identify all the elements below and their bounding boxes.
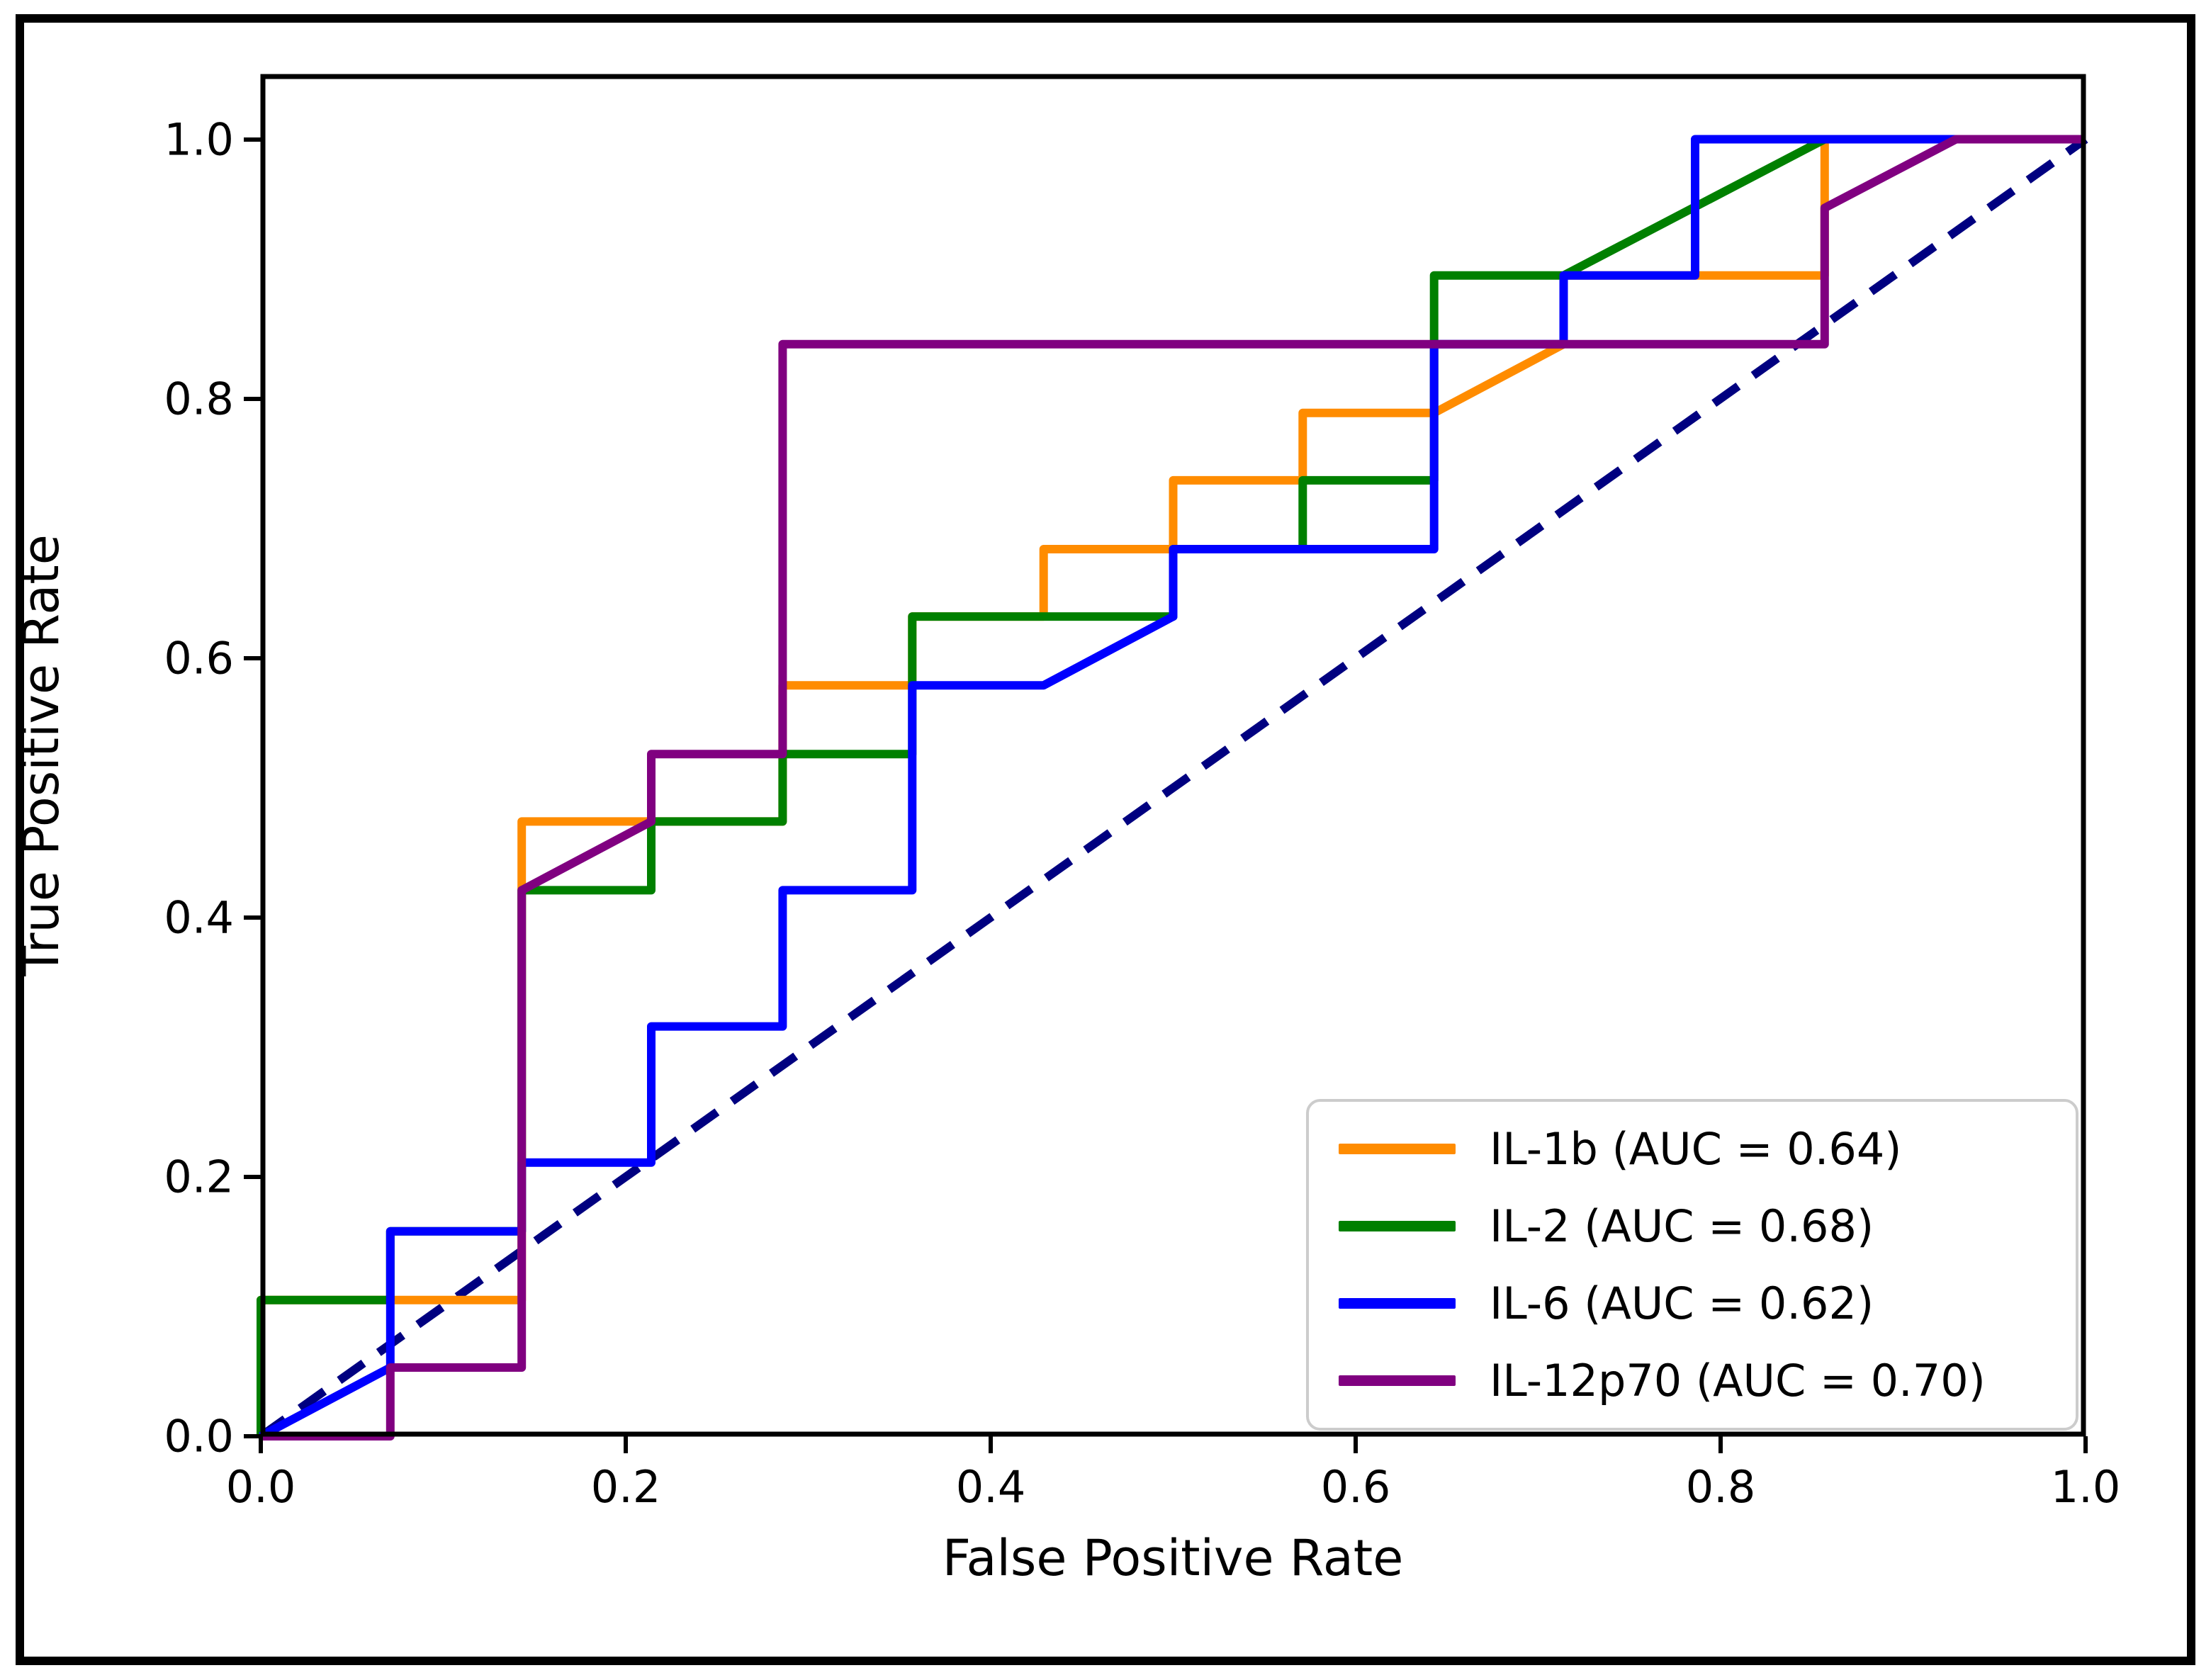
legend-line-swatch <box>1339 1221 1456 1232</box>
x-axis-label: False Positive Rate <box>942 1529 1404 1587</box>
legend-label: IL-12p70 (AUC = 0.70) <box>1490 1354 1986 1406</box>
legend-item: IL-2 (AUC = 0.68) <box>1339 1190 2054 1263</box>
y-tick-label: 1.0 <box>164 113 234 166</box>
y-tick-label: 0.4 <box>164 891 234 944</box>
y-tick-label: 0.0 <box>164 1410 234 1462</box>
legend-line-swatch <box>1339 1144 1456 1155</box>
legend-line-swatch <box>1339 1375 1456 1386</box>
x-tick-label: 0.2 <box>590 1461 661 1513</box>
x-tick-mark <box>624 1436 628 1453</box>
y-axis-label: True Positive Rate <box>12 534 70 976</box>
legend: IL-1b (AUC = 0.64) IL-2 (AUC = 0.68) IL-6 … <box>1306 1099 2078 1431</box>
y-tick-mark <box>244 137 261 142</box>
y-tick-mark <box>244 396 261 401</box>
roc-plot-svg <box>257 74 2088 1441</box>
y-tick-mark <box>244 1434 261 1438</box>
legend-label: IL-2 (AUC = 0.68) <box>1490 1200 1874 1253</box>
y-tick-label: 0.2 <box>164 1151 234 1203</box>
legend-label: IL-1b (AUC = 0.64) <box>1490 1123 1902 1176</box>
roc-curve-il-12p70 <box>261 135 2086 1441</box>
x-tick-label: 0.6 <box>1320 1461 1391 1513</box>
y-tick-mark <box>244 655 261 660</box>
x-tick-mark <box>2083 1436 2088 1453</box>
x-tick-label: 0.0 <box>225 1461 296 1513</box>
legend-item: IL-1b (AUC = 0.64) <box>1339 1112 2054 1186</box>
x-tick-mark <box>259 1436 263 1453</box>
chance-diagonal-line <box>258 135 2088 1440</box>
legend-line-swatch <box>1339 1297 1456 1309</box>
y-tick-label: 0.6 <box>164 632 234 684</box>
x-tick-mark <box>1354 1436 1358 1453</box>
x-tick-mark <box>1718 1436 1723 1453</box>
x-tick-mark <box>989 1436 993 1453</box>
legend-item: IL-12p70 (AUC = 0.70) <box>1339 1343 2054 1417</box>
plot-area <box>257 74 2088 1441</box>
x-tick-label: 0.8 <box>1685 1461 1756 1513</box>
x-tick-label: 1.0 <box>2050 1461 2121 1513</box>
y-tick-label: 0.8 <box>164 373 234 425</box>
legend-label: IL-6 (AUC = 0.62) <box>1490 1277 1874 1329</box>
y-tick-mark <box>244 915 261 920</box>
y-tick-mark <box>244 1174 261 1179</box>
legend-item: IL-6 (AUC = 0.62) <box>1339 1266 2054 1340</box>
axes-spines <box>260 74 2086 1437</box>
x-tick-label: 0.4 <box>955 1461 1026 1513</box>
